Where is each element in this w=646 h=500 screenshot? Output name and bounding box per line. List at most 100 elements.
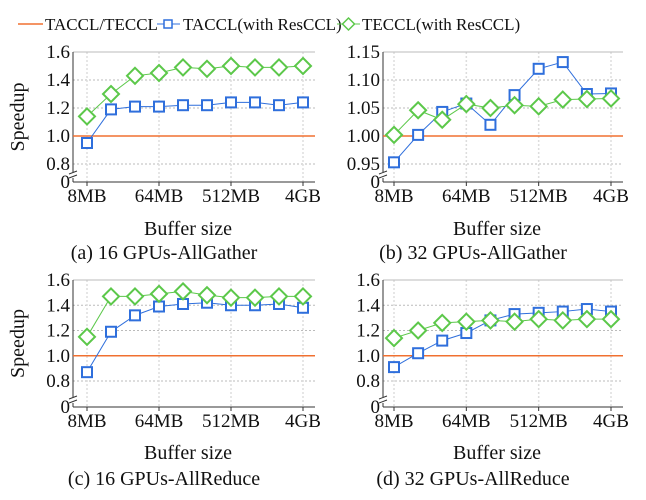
x-axis-label: Buffer size [453,218,541,240]
data-point-diamond [245,288,265,308]
y-tick-label: 1.4 [46,70,70,91]
x-tick-label: 64MB [442,186,491,207]
data-point-diamond [456,312,476,332]
data-point-diamond [173,281,193,301]
axis-break-mark [378,395,388,404]
x-axis-label: Buffer size [453,442,541,464]
x-tick-label: 4GB [593,186,629,207]
series-line [393,308,612,368]
data-point-diamond [505,312,524,332]
data-point-square [412,347,425,360]
y-tick-label: 0 [371,172,381,193]
data-point-diamond [456,94,476,114]
legend-label-baseline: TACCL/TECCL [45,15,158,34]
legend-taccl-square-marker [163,19,173,29]
y-tick-label: 0.8 [46,371,70,392]
x-tick-label: 8MB [67,186,106,207]
x-tick-label: 512MB [202,186,260,207]
data-point-square [105,325,117,338]
panel-caption: (d) 32 GPUs-AllReduce [376,468,569,490]
x-tick-label: 4GB [285,411,321,432]
legend-label-taccl: TACCL(with ResCCL) [183,15,342,34]
data-point-diamond [553,90,573,110]
data-point-square [297,96,309,109]
data-point-square [225,96,237,109]
data-point-square [129,100,141,113]
data-point-diamond [77,327,97,347]
y-tick-label: 1.2 [356,321,380,342]
y-tick-label: 1.00 [347,126,380,147]
data-point-diamond [221,56,241,76]
data-point-diamond [293,56,313,76]
x-tick-label: 512MB [510,186,568,207]
series-line [86,101,304,144]
panel-c: 0 0.8 1.0 1.2 1.4 1.6 8MB 64MB 512MB 4GB Buffer si… [7,270,321,490]
series-taccl-resccl [81,96,309,149]
y-tick-label: 1.0 [356,346,380,367]
data-point-diamond [577,309,597,329]
y-tick-label: 0 [61,397,71,418]
data-point-diamond [529,309,549,329]
data-point-square [81,137,93,149]
data-point-diamond [601,89,621,108]
y-tick-label: 1.6 [356,270,380,291]
y-axis-label: Speedup [7,309,29,378]
data-point-diamond [149,284,169,304]
data-point-square [273,99,285,112]
data-point-diamond [529,96,549,116]
x-tick-label: 8MB [374,186,413,207]
y-tick-label: 0 [371,397,381,418]
data-point-square [81,366,93,379]
x-tick-label: 512MB [510,411,568,432]
axis-break-gap [380,172,386,178]
series-line [86,302,304,373]
axis-break-mark [378,170,388,179]
data-point-diamond [269,286,289,306]
legend-teccl-diamond-marker [341,16,356,32]
x-tick-label: 64MB [442,411,491,432]
data-point-diamond [101,286,121,306]
y-tick-label: 0.8 [46,154,70,175]
y-tick-label: 1.2 [46,98,70,119]
y-tick-label: 0 [61,172,71,193]
x-tick-label: 64MB [135,411,184,432]
x-tick-label: 4GB [285,186,321,207]
axis-break-mark [68,395,78,404]
data-point-diamond [245,57,265,77]
data-point-diamond [553,310,573,330]
series-line [86,65,304,117]
axis-break-gap [70,172,76,178]
series-line [393,97,612,136]
data-point-square [556,56,569,69]
y-tick-label: 1.2 [46,321,70,342]
data-point-diamond [125,286,145,306]
data-point-square [249,96,261,109]
data-point-diamond [197,285,217,305]
series-line [393,61,612,163]
data-point-square [388,361,400,374]
panel-b: 00.95 1.00 1.05 1.10 1.15 8MB 64MB 512MB 4GB Buff… [347,42,629,264]
series-teccl-resccl [77,56,313,126]
data-point-diamond [77,106,97,126]
data-point-diamond [505,95,524,115]
x-tick-label: 8MB [67,411,106,432]
data-point-square [412,128,425,141]
y-tick-label: 1.10 [347,70,380,91]
data-point-square [436,334,449,347]
series-line [86,290,303,338]
series-taccl-resccl [81,296,309,379]
y-tick-label: 1.0 [46,346,70,367]
data-point-diamond [101,84,121,104]
data-point-diamond [384,328,404,348]
data-point-diamond [173,57,193,77]
data-point-diamond [384,125,404,145]
series-line [393,318,611,339]
x-tick-label: 512MB [202,411,260,432]
y-axis-label: Speedup [7,83,29,152]
y-tick-label: 0.8 [356,371,380,392]
data-point-square [177,99,189,112]
data-point-diamond [481,310,500,330]
data-point-square [201,99,213,112]
y-tick-label: 1.0 [46,126,70,147]
